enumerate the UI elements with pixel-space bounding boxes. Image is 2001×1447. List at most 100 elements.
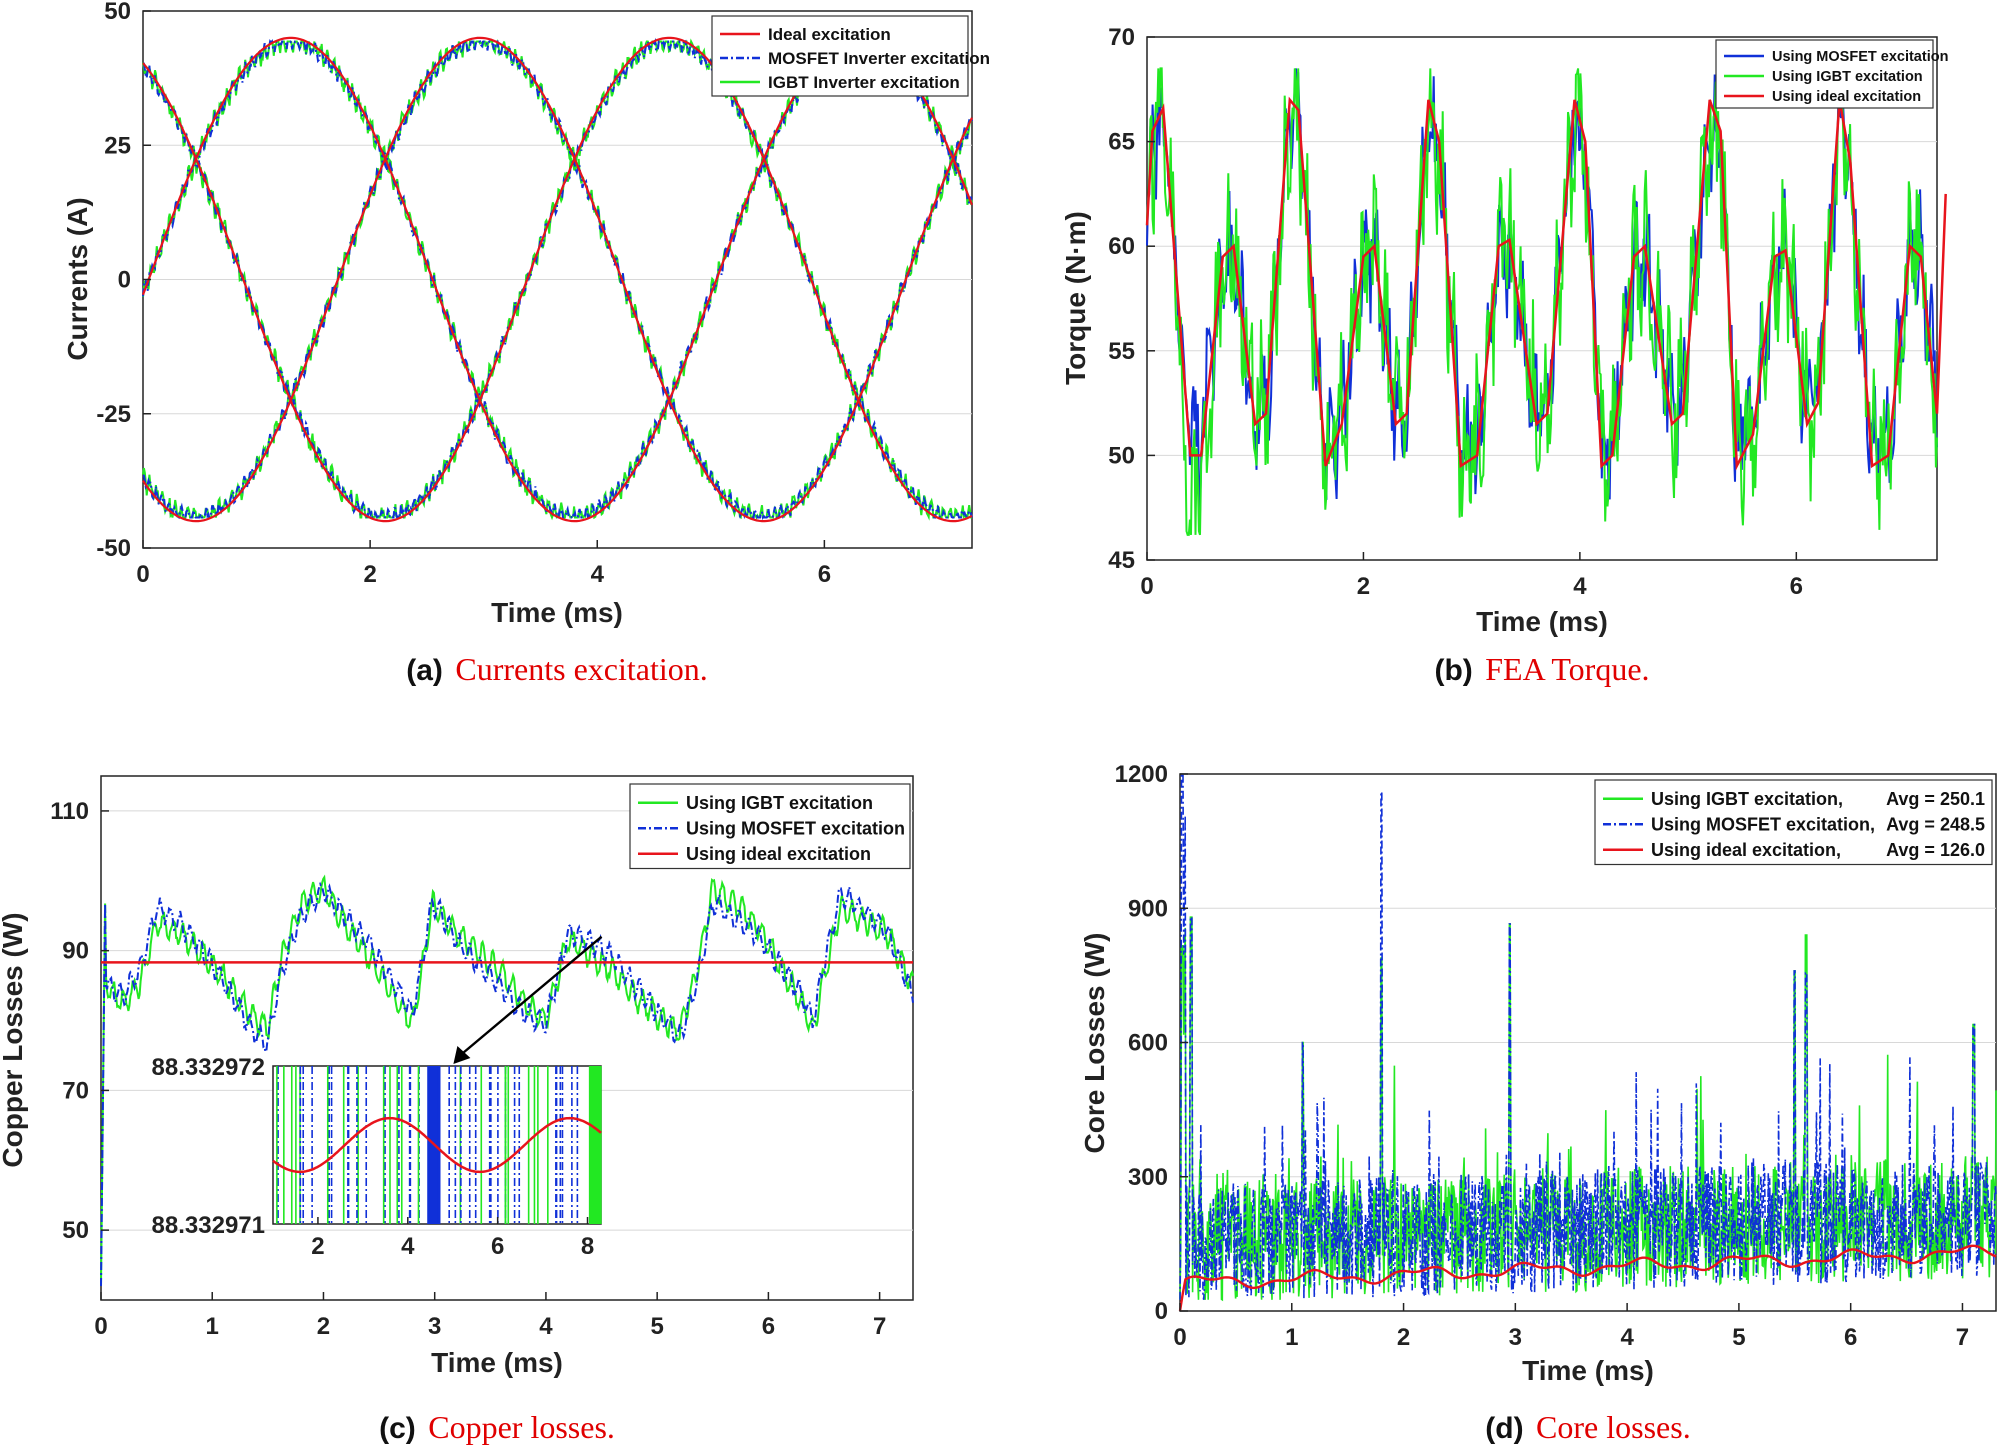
y-tick-label: -25: [96, 401, 131, 428]
series-lines-c: [100, 874, 914, 1287]
inset-x-tick-label: 4: [401, 1233, 415, 1260]
zoom-arrow: [453, 935, 603, 1064]
x-tick-label: 6: [818, 561, 831, 588]
x-axis-label-d: Time (ms): [1522, 1355, 1654, 1386]
y-tick-label: 50: [62, 1217, 89, 1244]
inset-x-tick-label: 8: [581, 1233, 594, 1260]
x-tick-label: 2: [363, 561, 376, 588]
y-tick-label: 65: [1108, 129, 1135, 156]
series-line-red: [1178, 1244, 1997, 1312]
legend-box: [1594, 779, 1993, 866]
inset-x-tick-label: 6: [491, 1233, 504, 1260]
legend-label: MOSFET Inverter excitation: [768, 49, 990, 68]
legend-label: Using IGBT excitation: [686, 793, 873, 813]
caption-text-a: Currents excitation.: [455, 651, 707, 687]
x-tick-label: 6: [1790, 573, 1803, 600]
x-tick-label: 3: [1509, 1324, 1522, 1351]
x-tick-label: 0: [1173, 1324, 1186, 1351]
arrow-head: [453, 1046, 471, 1064]
y-tick-label: 70: [62, 1077, 89, 1104]
y-tick-label: 60: [1108, 233, 1135, 260]
legend-d: Using IGBT excitation, Avg = 250.1 Using M…: [1594, 779, 1993, 866]
series-line-red-phase-3: [142, 36, 973, 523]
x-axis-label-c: Time (ms): [431, 1347, 563, 1378]
x-tick-label: 3: [428, 1313, 441, 1340]
caption-letter-b: (b): [1434, 654, 1472, 687]
x-tick-label: 5: [650, 1313, 663, 1340]
x-tick-label: 4: [591, 561, 605, 588]
panel-d: 0 300 600 900 1200 0 1 2 3 4 5 6 7 Time (ms) Core Lo…: [1079, 761, 1997, 1445]
series-line-blue-phase-2: [142, 40, 973, 521]
legend-label: Using MOSFET excitation: [1772, 49, 1948, 65]
legend-label: Using ideal excitation: [1772, 89, 1921, 105]
series-line-red: [1145, 96, 1947, 471]
y-tick-label: 45: [1108, 547, 1135, 574]
caption-d: (d) Core losses.: [1485, 1409, 1690, 1445]
x-tick-label: 2: [1357, 573, 1370, 600]
caption-b: (b) FEA Torque.: [1434, 651, 1649, 687]
y-tick-label: 55: [1108, 338, 1135, 365]
x-axis-label-b: Time (ms): [1476, 606, 1608, 637]
caption-letter-d: (d): [1485, 1412, 1523, 1445]
y-axis-label-b: Torque (N·m): [1060, 211, 1091, 385]
series-line-green-phase-2: [142, 39, 973, 520]
caption-c: (c) Copper losses.: [379, 1409, 615, 1445]
x-tick-label: 2: [1397, 1324, 1410, 1351]
series-line-green: [100, 874, 914, 1287]
x-tick-label: 1: [206, 1313, 219, 1340]
legend-label: Using IGBT excitation,: [1651, 789, 1843, 809]
x-tick-label: 7: [873, 1313, 886, 1340]
inset-tick-labels: 2 4 6 8 88.332972 88.332971: [152, 1054, 595, 1260]
tick-labels-b: 45 50 55 60 65 70 0 2 4 6: [1108, 24, 1803, 600]
caption-letter-a: (a): [406, 654, 443, 687]
y-tick-label: 0: [1155, 1298, 1168, 1325]
legend-avg-label: Avg = 250.1: [1886, 789, 1985, 809]
y-tick-label: 600: [1128, 1030, 1168, 1057]
x-tick-label: 6: [762, 1313, 775, 1340]
caption-text-b: FEA Torque.: [1485, 651, 1649, 687]
y-axis-label-d: Core Losses (W): [1079, 933, 1110, 1154]
legend-a: Ideal excitation MOSFET Inverter excitati…: [711, 15, 990, 97]
y-tick-label: 25: [104, 132, 131, 159]
y-tick-label: 300: [1128, 1164, 1168, 1191]
legend-avg-label: Avg = 126.0: [1886, 840, 1985, 860]
tick-labels-a: -50 -25 0 25 50 0 2 4 6: [96, 0, 831, 588]
legend-label: Using MOSFET excitation: [686, 819, 905, 839]
y-axis-label-c: Copper Losses (W): [0, 912, 28, 1167]
y-tick-label: 50: [1108, 442, 1135, 469]
x-tick-label: 6: [1844, 1324, 1857, 1351]
series-lines-b: [1145, 67, 1947, 536]
legend-label: Using ideal excitation: [686, 844, 871, 864]
plot-area-b: [1146, 36, 1938, 561]
y-tick-label: 70: [1108, 24, 1135, 51]
y-tick-label: 110: [50, 798, 89, 825]
legend-label: Using IGBT excitation: [1772, 69, 1923, 85]
legend-label: Using MOSFET excitation,: [1651, 815, 1875, 835]
legend-avg-label: Avg = 248.5: [1886, 815, 1985, 835]
legend-label: IGBT Inverter excitation: [768, 73, 960, 92]
legend-c: Using IGBT excitation Using MOSFET excita…: [629, 783, 911, 870]
y-tick-label: 90: [62, 938, 89, 965]
y-tick-label: 1200: [1115, 761, 1168, 788]
x-tick-label: 1: [1285, 1324, 1298, 1351]
legend-label: Ideal excitation: [768, 25, 891, 44]
x-tick-label: 0: [94, 1313, 107, 1340]
caption-letter-c: (c): [379, 1412, 416, 1445]
inset-y-tick-label: 88.332972: [152, 1054, 265, 1081]
caption-text-d: Core losses.: [1536, 1409, 1691, 1445]
panel-a: -50 -25 0 25 50 0 2 4 6 Time (ms) Currents (A) I…: [62, 0, 990, 687]
tick-labels-c: 50 70 90 110 0 1 2 3 4 5 6 7: [50, 798, 886, 1340]
tick-labels-d: 0 300 600 900 1200 0 1 2 3 4 5 6 7: [1115, 761, 1970, 1351]
inset-zoom-c: 2 4 6 8 88.332972 88.332971: [152, 1054, 602, 1260]
series-line-blue: [1179, 773, 1997, 1300]
series-line-green: [1179, 916, 1997, 1302]
x-tick-label: 0: [1140, 573, 1153, 600]
y-axis-label-a: Currents (A): [62, 197, 93, 360]
panel-c: 50 70 90 110 0 1 2 3 4 5 6 7 Time (ms) Copper Losse…: [0, 775, 914, 1445]
legend-label: Using ideal excitation,: [1651, 840, 1841, 860]
series-lines-d: [1178, 773, 1997, 1312]
caption-text-c: Copper losses.: [428, 1409, 615, 1445]
legend-b: Using MOSFET excitation Using IGBT excita…: [1715, 39, 1948, 109]
